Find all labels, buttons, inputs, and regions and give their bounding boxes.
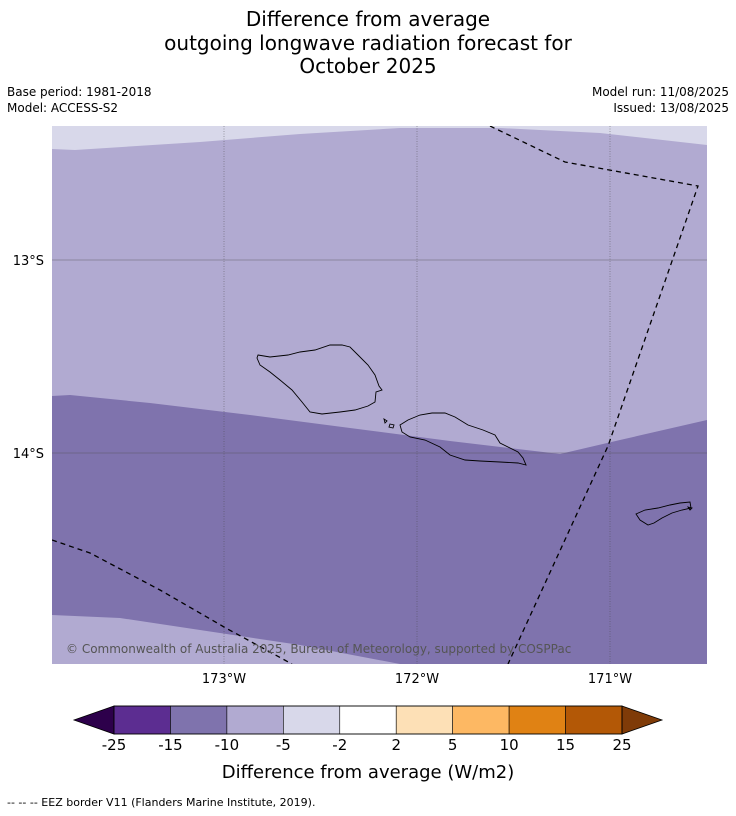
- issued-date: Issued: 13/08/2025: [613, 101, 729, 115]
- colorbar-tick-label: -5: [276, 736, 291, 754]
- colorbar-over-arrow: [621, 705, 664, 735]
- meta-left: Base period: 1981-2018 Model: ACCESS-S2: [7, 84, 152, 116]
- colorbar-under-arrow: [72, 705, 115, 735]
- base-period: Base period: 1981-2018: [7, 85, 152, 99]
- region-band-dark: [52, 395, 707, 664]
- colorbar-tick-label: 10: [500, 736, 519, 754]
- gridlines: [223, 126, 611, 664]
- colorbar-tick-label: -10: [215, 736, 240, 754]
- lat-label-13s: 13°S: [13, 254, 44, 269]
- colorbar-segment: [508, 705, 566, 735]
- model-name: Model: ACCESS-S2: [7, 101, 119, 115]
- title-line-2: outgoing longwave radiation forecast for: [164, 30, 572, 55]
- aunuu-island: [686, 506, 693, 511]
- upolu-island: [399, 412, 527, 466]
- colorbar-segment: [339, 705, 397, 735]
- colorbar-segment: [452, 705, 510, 735]
- map-panel: © Commonwealth of Australia 2025, Bureau…: [52, 126, 707, 664]
- colorbar-tick-label: 2: [391, 736, 401, 754]
- colorbar-tick-label: -25: [102, 736, 127, 754]
- copyright-notice: © Commonwealth of Australia 2025, Bureau…: [66, 642, 571, 656]
- colorbar-tick-label: -2: [332, 736, 347, 754]
- colorbar-tick-label: 15: [556, 736, 575, 754]
- colorbar: -25 -15 -10 -5 -2 2 5 10 15 25 Difference from av…: [72, 705, 664, 783]
- manono-island: [388, 423, 395, 429]
- meta-right: Model run: 11/08/2025 Issued: 13/08/2025: [592, 84, 729, 116]
- colorbar-outline: [113, 705, 623, 735]
- colorbar-segment: [170, 705, 228, 735]
- colorbar-segment: [113, 705, 171, 735]
- colorbar-tick-label: 25: [612, 736, 631, 754]
- eez-footnote: -- -- -- EEZ border V11 (Flanders Marine…: [7, 796, 316, 809]
- colorbar-segment: [565, 705, 623, 735]
- coastlines: [256, 344, 693, 526]
- model-run: Model run: 11/08/2025: [591, 85, 729, 99]
- lat-label-14s: 14°S: [13, 447, 44, 462]
- title-line-1: Difference from average: [245, 7, 491, 31]
- lon-label-173w: 173°W: [202, 672, 246, 687]
- eez-border: [52, 126, 699, 664]
- title-line-3: October 2025: [299, 54, 437, 78]
- apolima-island: [383, 417, 388, 424]
- map-title: Difference from average outgoing longwav…: [0, 7, 736, 79]
- colorbar-tick-label: -15: [158, 736, 183, 754]
- colorbar-segment: [283, 705, 341, 735]
- savaii-island: [256, 344, 383, 415]
- lon-label-171w: 171°W: [588, 672, 632, 687]
- colorbar-segment: [395, 705, 453, 735]
- lon-label-172w: 172°W: [395, 672, 439, 687]
- colorbar-segment: [226, 705, 284, 735]
- colorbar-tick-label: 5: [448, 736, 458, 754]
- tutuila-island: [635, 501, 692, 526]
- colorbar-label: Difference from average (W/m2): [222, 762, 514, 783]
